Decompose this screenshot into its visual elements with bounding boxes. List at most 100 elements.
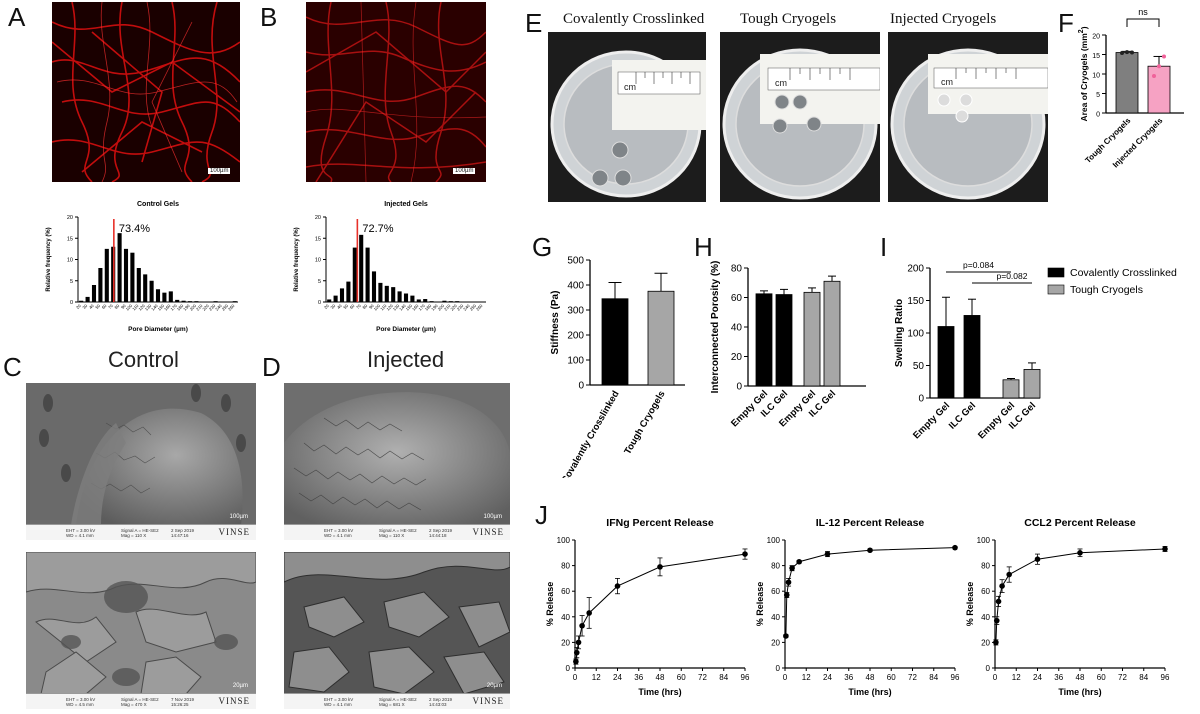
y-tick-label: 60 [561, 587, 570, 596]
bar [937, 326, 955, 399]
y-tick-label: 20 [1092, 34, 1100, 41]
chart-title: IFNg Percent Release [606, 517, 714, 529]
data-point [995, 598, 1002, 605]
panel-label-h: H [694, 232, 713, 262]
data-point [1034, 556, 1041, 562]
sem-scale-bar: 20µm [486, 683, 502, 689]
sem-brand-logo: VINSE [218, 696, 250, 706]
condition-label-control: Control [108, 347, 179, 372]
y-tick-label: 60 [981, 587, 990, 596]
sem-scale-bar: 20µm [232, 683, 248, 689]
y-tick-label: 0 [986, 664, 991, 673]
ruler-label: cm [941, 77, 953, 87]
sem-texture-injected-bottom [284, 552, 510, 695]
x-tick-label: 40 [88, 303, 95, 310]
x-tick-label: 96 [1161, 673, 1170, 682]
hist-bar [384, 285, 389, 302]
x-tick-label: 84 [929, 673, 938, 682]
hist-bar [232, 301, 237, 302]
y-tick-label: 20 [771, 638, 780, 647]
y-tick-label: 100 [557, 536, 571, 545]
x-tick-label: 70 [355, 303, 362, 310]
y-axis-label: Stiffness (Pa) [550, 291, 561, 355]
data-point [657, 564, 663, 570]
x-tick-label: 20 [323, 303, 330, 310]
x-tick-label: 24 [1033, 673, 1042, 682]
y-tick-label: 0 [566, 664, 571, 673]
confocal-image-control [52, 2, 240, 182]
y-tick-label: 40 [771, 613, 780, 622]
y-tick-label: 500 [567, 256, 584, 267]
sem-image-injected-low-mag: 100µm EHT = 3.00 kV WD = 4.1 mm Signal A… [284, 383, 510, 540]
x-tick-label: 48 [1076, 673, 1085, 682]
dish-title-tough: Tough Cryogels [740, 11, 837, 27]
percentile-annotation: 72.7% [362, 223, 393, 235]
hist-bar [149, 280, 154, 302]
sem-brand-logo: VINSE [218, 527, 250, 537]
x-tick-label: 90 [368, 303, 375, 310]
y-tick-label: 10 [1092, 73, 1100, 80]
hist-bar [136, 268, 141, 302]
hist-bar [117, 233, 122, 302]
y-tick-label: 300 [567, 306, 584, 317]
x-tick-label: 72 [908, 673, 917, 682]
hist-bar [352, 247, 357, 302]
x-axis-label: Pore Diameter (µm) [128, 326, 188, 333]
ruler-label: cm [624, 82, 636, 92]
hist-bar [359, 234, 364, 302]
sem-info-bar: EHT = 3.00 kV WD = 4.1 mm Signal A = HE-… [284, 693, 510, 709]
x-tick-label: 150 [405, 303, 414, 312]
x-tick-label: 70 [107, 303, 114, 310]
y-tick-label: 0 [318, 300, 321, 306]
x-tick-label: 60 [887, 673, 896, 682]
y-axis-label: Relative frequency (%) [46, 227, 52, 291]
panel-label-c: C [3, 352, 22, 382]
data-point [783, 592, 790, 598]
y-axis-label: Interconnected Porosity (%) [710, 261, 721, 394]
x-tick-label: 40 [336, 303, 343, 310]
x-tick-label: 120 [385, 303, 394, 312]
petri-dish-tough: cm [720, 32, 880, 202]
data-point [796, 558, 802, 565]
data-point [783, 633, 789, 639]
hist-bar [168, 291, 173, 302]
hist-bar [448, 301, 453, 302]
y-tick-label: 80 [771, 562, 780, 571]
confocal-image-injected [306, 2, 486, 182]
chart-title: Control Gels [137, 201, 179, 208]
x-tick-label: 230 [208, 303, 217, 312]
petri-dish-injected: cm [888, 32, 1048, 202]
x-tick-label: 30 [329, 303, 336, 310]
y-axis-label: Relative frequency (%) [294, 227, 300, 291]
y-tick-label: 60 [731, 293, 743, 304]
hist-bar [85, 296, 90, 302]
hist-bar [378, 282, 383, 302]
dish-title-injected: Injected Cryogels [890, 11, 997, 27]
x-tick-label: 240 [462, 303, 471, 312]
x-tick-label: 160 [411, 303, 420, 312]
panel-label-g: G [532, 232, 553, 262]
hist-bar [194, 301, 199, 302]
x-tick-label: 0 [993, 673, 998, 682]
y-tick-label: 5 [70, 279, 73, 285]
significance-label: p=0.084 [963, 260, 994, 270]
x-tick-label: 210 [195, 303, 204, 312]
bar [803, 291, 821, 387]
x-tick-label: 60 [1097, 673, 1106, 682]
y-tick-label: 15 [1092, 53, 1100, 60]
significance-label: p=0.082 [997, 271, 1028, 281]
series-line [785, 547, 956, 637]
data-point [1120, 50, 1124, 55]
data-point [1130, 50, 1134, 55]
data-point [789, 565, 795, 571]
y-axis-label-text: Area of Cryogels (mm [1079, 33, 1089, 122]
x-tick-label: 110 [131, 303, 140, 312]
sem-image-control-high-mag: 20µm EHT = 3.00 kV WD = 4.5 mm Signal A … [26, 552, 256, 709]
x-tick-label: 24 [613, 673, 622, 682]
y-tick-label: 100 [907, 329, 924, 340]
y-tick-label: 10 [315, 258, 321, 264]
sem-texture-control-bottom [26, 552, 256, 695]
y-tick-label: 5 [318, 279, 321, 285]
